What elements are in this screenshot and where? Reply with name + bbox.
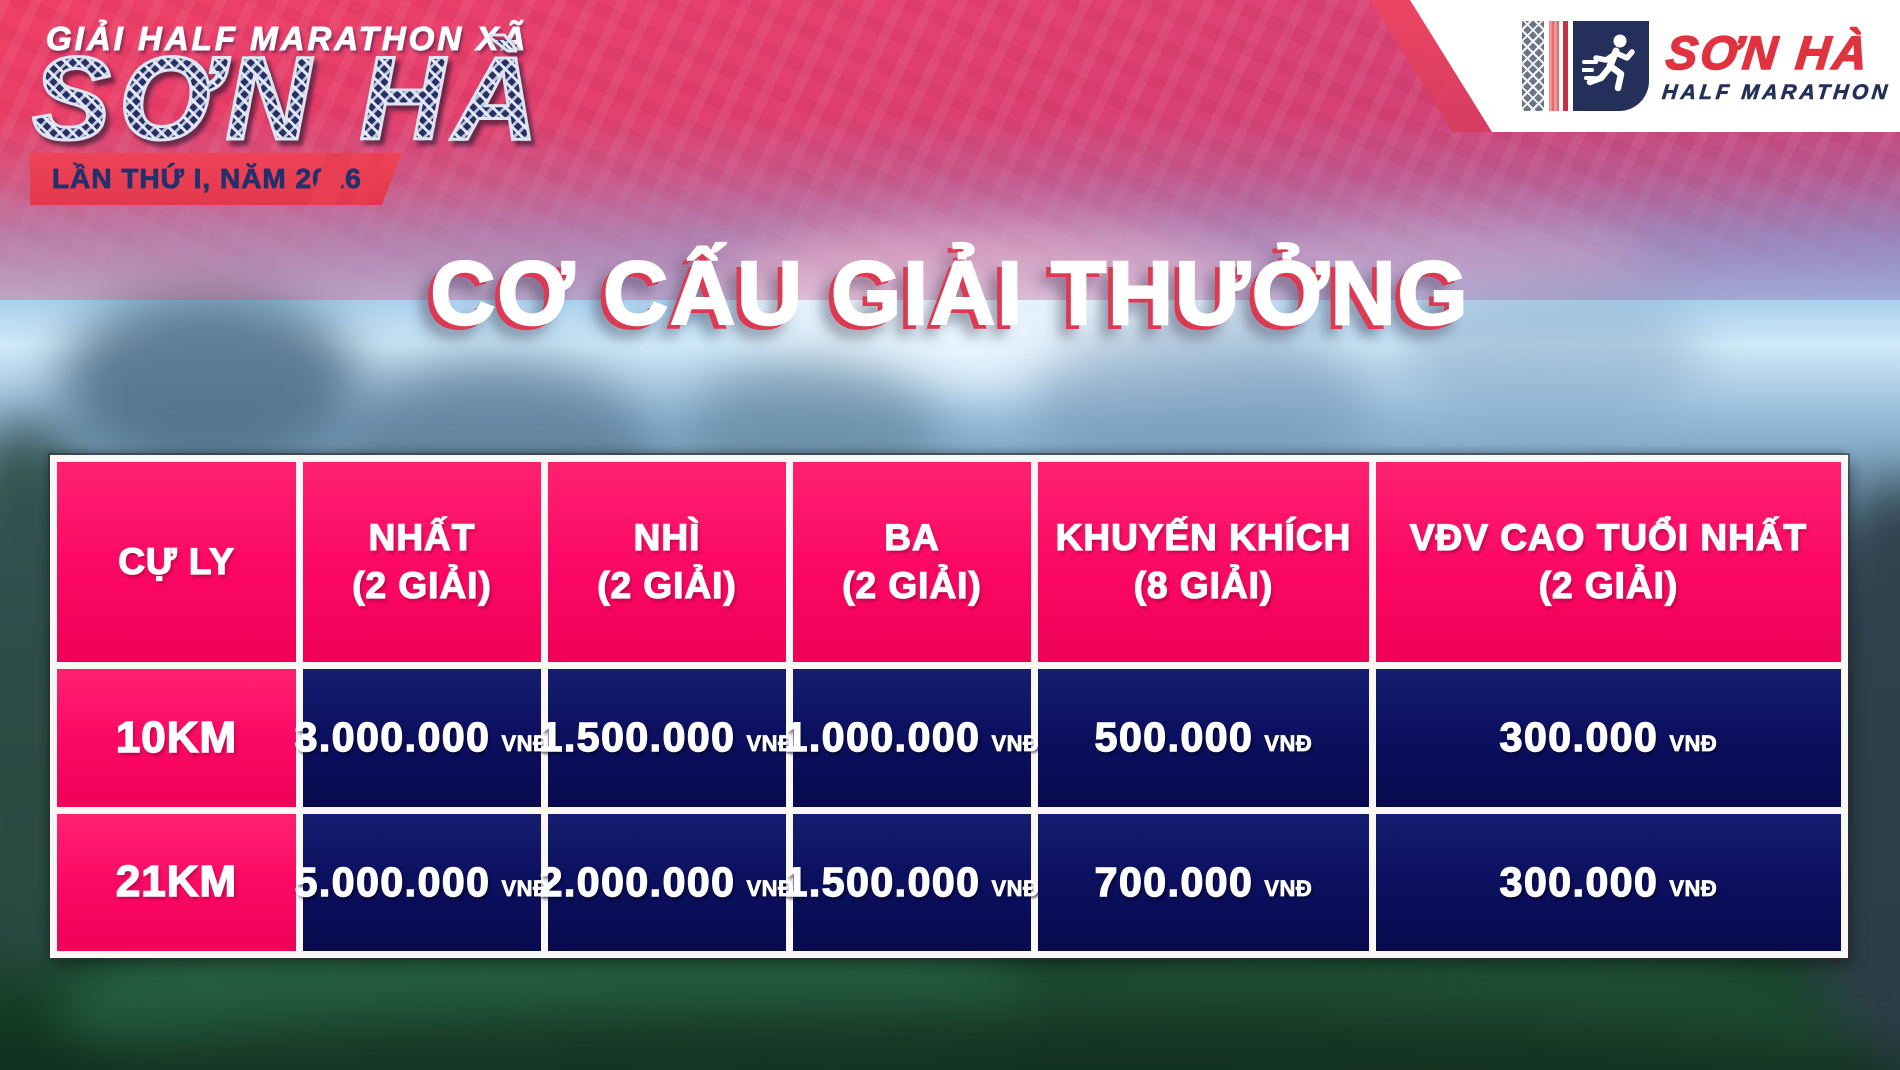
brocade-strip: [1522, 21, 1544, 111]
prize-cell: 1.500.000 VNĐ: [784, 813, 1039, 951]
distance-label: 10KM: [115, 712, 238, 763]
prize-cell: 700.000 VNĐ: [1038, 813, 1369, 951]
prize-cell: 1.500.000 VNĐ: [539, 669, 794, 807]
red-strip: [1563, 21, 1568, 111]
prize-cell: 1.000.000 VNĐ: [784, 669, 1039, 807]
header-label: NHÌ: [633, 516, 701, 558]
prize-cell: 3.000.000 VNĐ: [294, 669, 549, 807]
logo-subtitle: HALF MARATHON: [1661, 81, 1892, 105]
header-sublabel: (2 GIẢI): [842, 564, 982, 606]
prize-amount: 2.000.000 VNĐ: [539, 858, 795, 906]
prize-amount: 700.000 VNĐ: [1094, 858, 1313, 906]
prize-value: 300.000: [1499, 714, 1659, 761]
prize-value: 2.000.000: [539, 858, 736, 905]
prize-cell: 300.000 VNĐ: [1376, 813, 1841, 951]
prize-amount: 300.000 VNĐ: [1499, 858, 1718, 906]
prize-amount: 3.000.000 VNĐ: [294, 714, 550, 761]
prize-cell: 500.000 VNĐ: [1038, 669, 1369, 807]
currency-unit: VNĐ: [746, 731, 795, 757]
logo-name: SƠN HÀ: [1663, 25, 1874, 80]
mountain-blob: [1400, 280, 1700, 430]
prize-amount: 500.000 VNĐ: [1094, 714, 1313, 761]
event-name: SƠN HÀ: [31, 33, 546, 165]
prize-value: 700.000: [1094, 858, 1254, 905]
header-cell-5: VĐV CAO TUỔI NHẤT (2 GIẢI): [1376, 462, 1841, 662]
header-label: KHUYẾN KHÍCH: [1055, 516, 1352, 558]
distance-cell-21km: 21KM: [57, 813, 296, 951]
currency-unit: VNĐ: [1264, 875, 1313, 901]
logo-shield: [1573, 21, 1649, 111]
prize-amount: 1.000.000 VNĐ: [784, 714, 1040, 761]
header-cell-3: BA (2 GIẢI): [793, 462, 1031, 662]
prize-value: 1.500.000: [784, 858, 981, 905]
mountain-blob: [60, 290, 360, 480]
prize-value: 3.000.000: [294, 714, 491, 761]
prize-amount: 300.000 VNĐ: [1499, 714, 1718, 761]
currency-unit: VNĐ: [1264, 731, 1313, 757]
header-cell-0: CỰ LY: [57, 462, 296, 662]
header-label: BA: [884, 516, 940, 558]
header-cell-4: KHUYẾN KHÍCH (8 GIẢI): [1038, 462, 1369, 662]
header-sublabel: (2 GIẢI): [1538, 564, 1679, 606]
prize-value: 1.000.000: [784, 714, 981, 761]
prize-cell: 300.000 VNĐ: [1376, 669, 1841, 807]
distance-label: 21KM: [115, 857, 238, 908]
currency-unit: VNĐ: [1669, 731, 1718, 757]
header-sublabel: (8 GIẢI): [1133, 564, 1274, 606]
prize-amount: 1.500.000 VNĐ: [539, 714, 795, 761]
pink-strip: [1549, 21, 1559, 111]
prize-value: 1.500.000: [539, 714, 736, 761]
runner-icon: [1582, 34, 1635, 92]
prize-cell: 2.000.000 VNĐ: [539, 813, 794, 951]
prize-value: 5.000.000: [294, 858, 491, 905]
prize-table: CỰ LY NHẤT (2 GIẢI) NHÌ (2 GIẢI) BA (2 GIẢI) KH…: [50, 455, 1848, 958]
prize-value: 500.000: [1094, 714, 1254, 761]
currency-unit: VNĐ: [991, 731, 1040, 757]
logo-badge: [1522, 21, 1649, 111]
page-title: CƠ CẤU GIẢI THƯỞNG: [429, 243, 1470, 346]
prize-amount: 1.500.000 VNĐ: [784, 858, 1040, 906]
header-sublabel: (2 GIẢI): [597, 564, 737, 606]
logo-text-block: SƠN HÀ HALF MARATHON: [1661, 25, 1897, 105]
currency-unit: VNĐ: [1669, 875, 1718, 901]
header-sublabel: (2 GIẢI): [352, 564, 492, 606]
header-label: VĐV CAO TUỔI NHẤT: [1409, 516, 1808, 558]
edition-banner-label: LẦN THỨ I, NĂM 2026: [52, 163, 362, 194]
prize-cell: 5.000.000 VNĐ: [294, 813, 549, 951]
prize-amount: 5.000.000 VNĐ: [294, 858, 550, 906]
header-label: CỰ LY: [118, 540, 235, 582]
currency-unit: VNĐ: [991, 875, 1040, 901]
currency-unit: VNĐ: [746, 875, 795, 901]
currency-unit: VNĐ: [501, 875, 550, 901]
header-label: NHẤT: [368, 516, 476, 558]
currency-unit: VNĐ: [501, 731, 550, 757]
distance-cell-10km: 10KM: [57, 669, 296, 807]
header-cell-2: NHÌ (2 GIẢI): [548, 462, 786, 662]
header-cell-1: NHẤT (2 GIẢI): [303, 462, 541, 662]
logo-panel: SƠN HÀ HALF MARATHON: [1410, 0, 1900, 132]
prize-value: 300.000: [1499, 858, 1659, 905]
prize-table-grid: CỰ LY NHẤT (2 GIẢI) NHÌ (2 GIẢI) BA (2 GIẢI) KH…: [57, 462, 1841, 951]
